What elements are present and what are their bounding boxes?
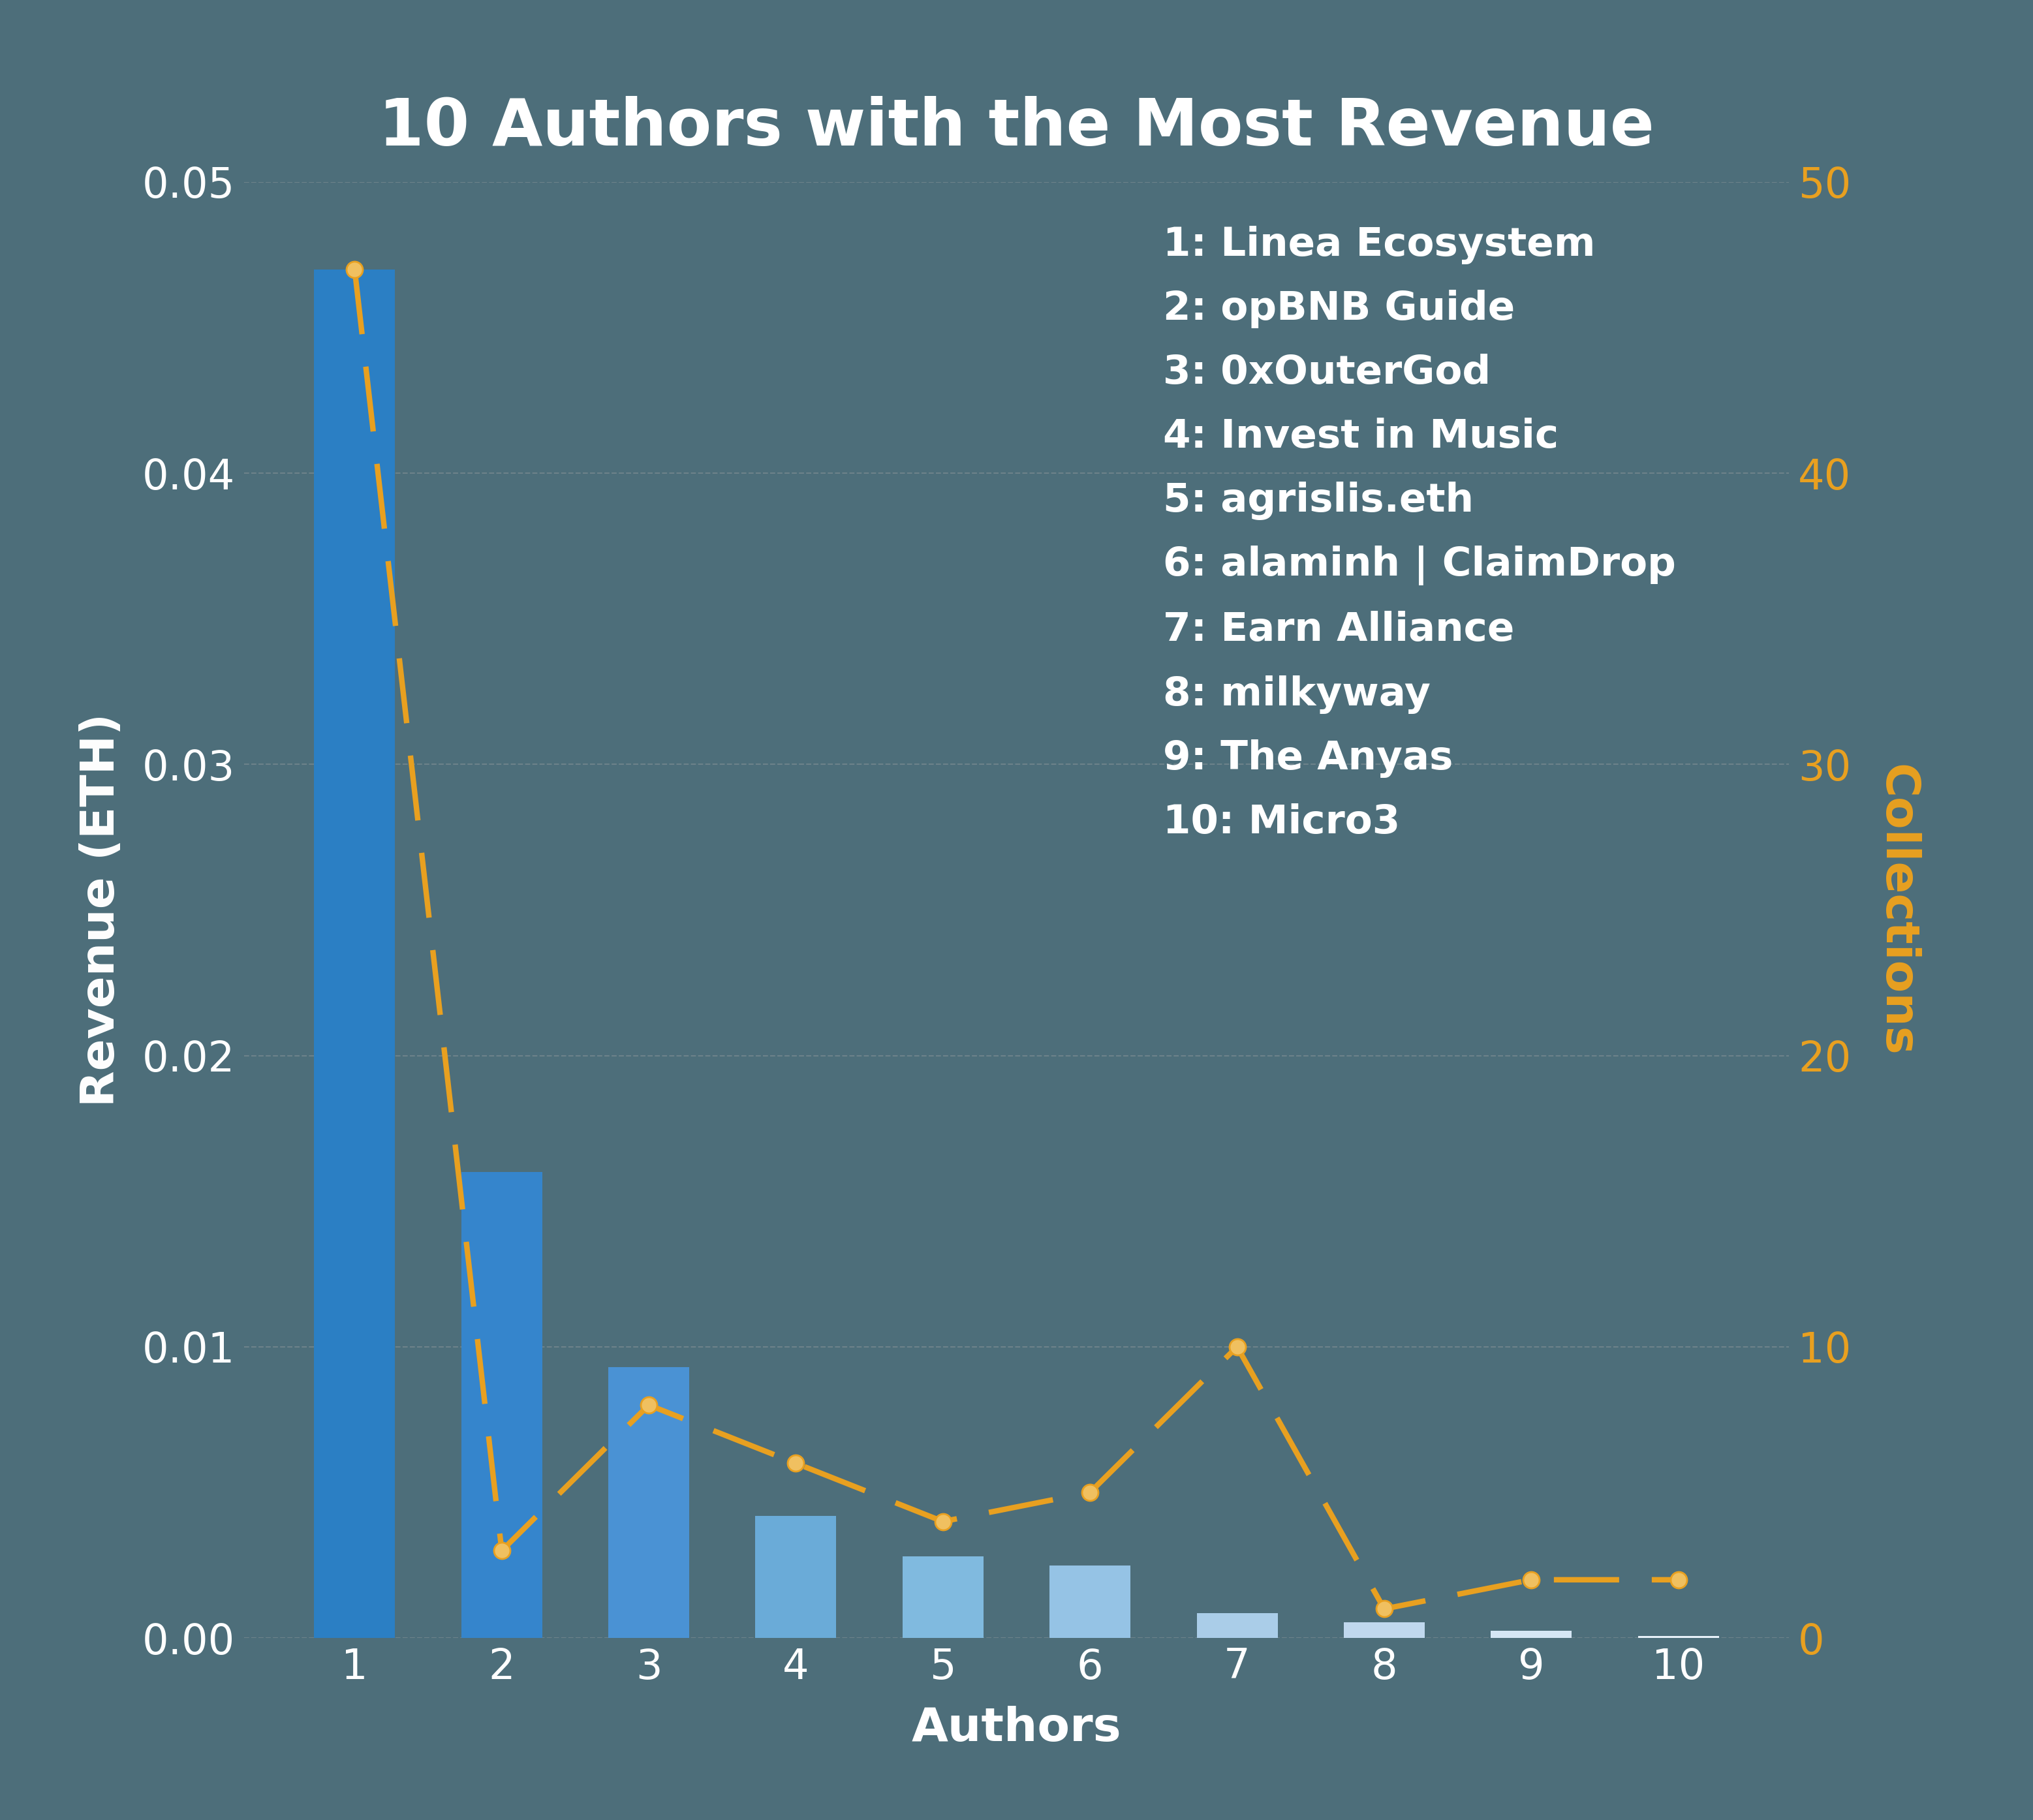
Bar bbox=[315, 269, 394, 1638]
Bar bbox=[1490, 1631, 1572, 1638]
Bar bbox=[608, 1367, 689, 1638]
Bar bbox=[461, 1172, 543, 1638]
Bar bbox=[1049, 1565, 1130, 1638]
Y-axis label: Revenue (ETH): Revenue (ETH) bbox=[79, 713, 124, 1107]
Y-axis label: Collections: Collections bbox=[1874, 764, 1919, 1056]
Bar bbox=[1344, 1622, 1425, 1638]
Bar bbox=[1197, 1613, 1277, 1638]
Bar bbox=[1639, 1636, 1718, 1638]
X-axis label: Authors: Authors bbox=[911, 1705, 1122, 1751]
Text: 1: Linea Ecosystem
2: opBNB Guide
3: 0xOuterGod
4: Invest in Music
5: agrislis.e: 1: Linea Ecosystem 2: opBNB Guide 3: 0xO… bbox=[1163, 226, 1675, 841]
Title: 10 Authors with the Most Revenue: 10 Authors with the Most Revenue bbox=[378, 96, 1655, 160]
Bar bbox=[756, 1516, 836, 1638]
Bar bbox=[903, 1556, 984, 1638]
